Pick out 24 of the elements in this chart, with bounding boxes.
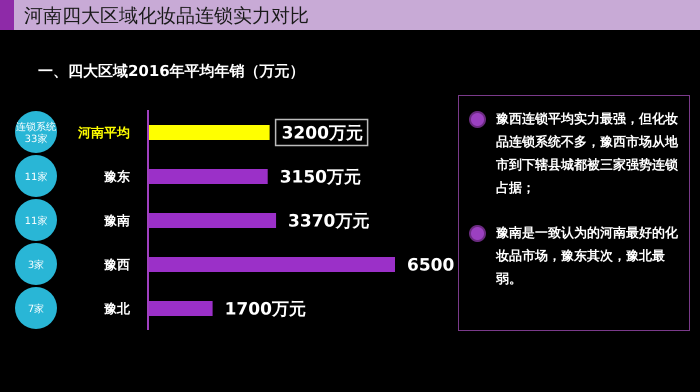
bar: [148, 213, 276, 228]
data-label: 3200万元: [282, 124, 363, 144]
y-tick-label: 豫东: [104, 169, 130, 185]
text: 连锁系统 33家: [16, 121, 56, 145]
bar: [148, 125, 270, 140]
data-label: 3150万元: [280, 168, 362, 188]
bar: [148, 169, 268, 184]
y-tick-label: 豫西: [104, 258, 130, 273]
text: 11家: [24, 215, 48, 227]
text: 3家: [28, 259, 44, 271]
text: 豫西连锁平均实力最强，但化妆品连锁系统不多，豫西市场从地市到下辖县城都被三家强势连锁占据；: [496, 110, 679, 198]
data-label: 6500: [407, 256, 454, 276]
y-tick-label: 河南平均: [77, 126, 130, 141]
y-tick-label: 豫南: [104, 214, 130, 229]
chart-subtitle: 一、四大区域2016年平均年销（万元）: [38, 62, 305, 81]
chart-title: 河南四大区域化妆品连锁实力对比: [24, 4, 309, 29]
data-label: 1700万元: [224, 300, 306, 320]
text: 豫南是一致认为的河南最好的化妆品市场，豫东其次，豫北最弱。: [496, 225, 679, 289]
text: 7家: [28, 303, 44, 315]
y-tick-label: 豫北: [104, 302, 131, 317]
bar: [148, 257, 395, 272]
data-label: 3370万元: [288, 212, 370, 232]
text: 11家: [24, 171, 48, 183]
bar: [148, 301, 213, 316]
